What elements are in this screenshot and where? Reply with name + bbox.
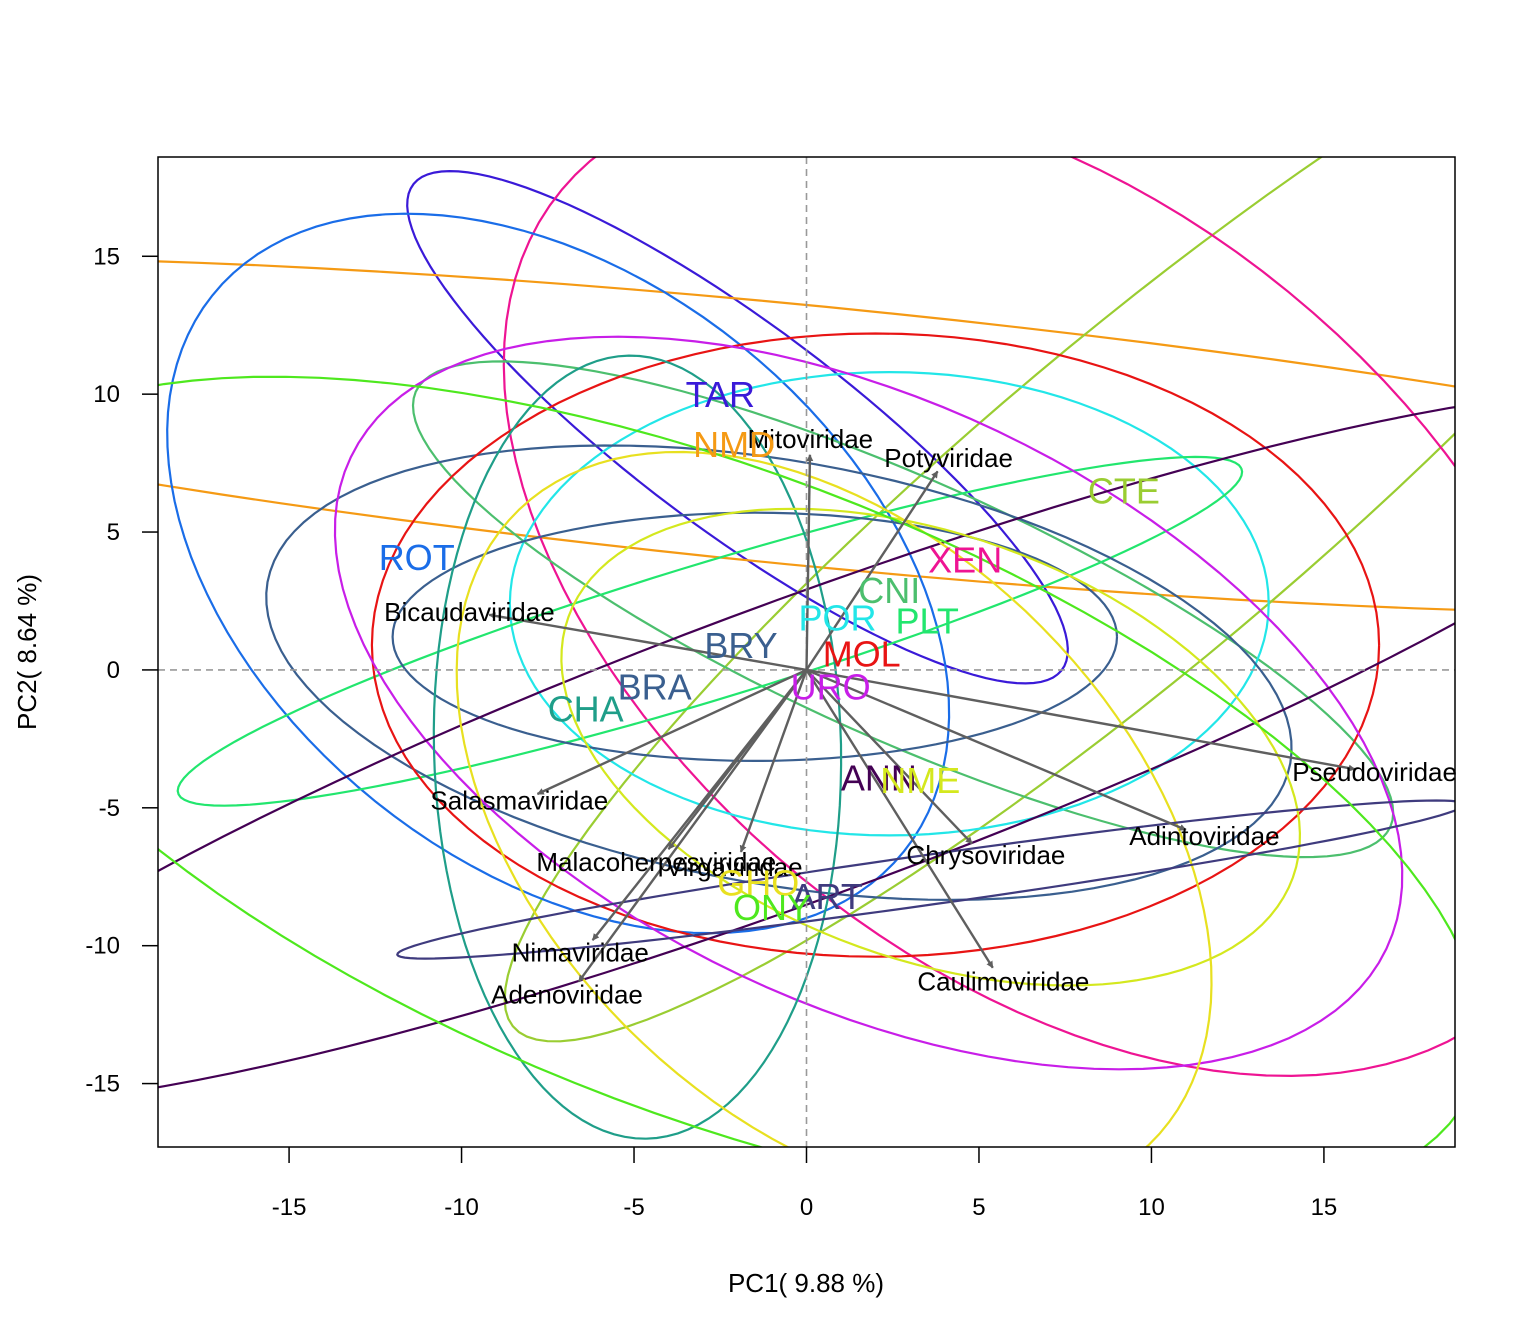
group-label-cni: CNI	[858, 570, 920, 611]
label-chrysoviridae: Chrysoviridae	[906, 840, 1065, 870]
ellipse-ony	[158, 375, 1455, 1147]
x-axis: -15 -10 -5 0 5 10 15	[272, 1147, 1338, 1221]
y-axis-label: PC2( 8.64 %)	[12, 574, 42, 730]
x-tick-label: -15	[272, 1194, 307, 1221]
label-adintoviridae: Adintoviridae	[1129, 821, 1279, 851]
ellipse-art	[396, 799, 1455, 960]
x-tick-label: 0	[800, 1194, 813, 1221]
arrow-adenoviridae	[577, 669, 808, 983]
loading-arrows	[488, 454, 1356, 983]
group-label-por: POR	[798, 598, 876, 639]
group-label-nme: NME	[880, 760, 960, 801]
group-label-rot: ROT	[379, 537, 455, 578]
label-malacoherpesviridae: Malacoherpesviridae	[536, 847, 776, 877]
loading-labels: Mitoviridae Potyviridae Bicaudaviridae Pseu…	[384, 424, 1457, 1010]
label-virgaviridae: Virgaviridae	[666, 852, 803, 882]
x-axis-label: PC1( 9.88 %)	[728, 1268, 884, 1298]
group-label-cte: CTE	[1088, 471, 1160, 512]
group-label-bra: BRA	[618, 667, 692, 708]
arrow-pseudoviridae	[806, 668, 1356, 772]
y-tick-label: -5	[99, 795, 120, 822]
arrow-bicaudaviridae	[488, 612, 807, 672]
group-label-tar: TAR	[686, 374, 755, 415]
ellipse-uro	[333, 335, 1404, 1071]
group-label-gho: GHO	[717, 862, 799, 903]
group-label-ann: ANN	[841, 758, 917, 799]
x-tick-label: -10	[444, 1194, 479, 1221]
y-tick-label: 0	[107, 657, 120, 684]
label-mitoviridae: Mitoviridae	[747, 424, 873, 454]
y-tick-label: -10	[85, 933, 120, 960]
arrow-potyviridae	[805, 470, 939, 671]
y-axis: -15 -10 -5 0 5 10 15	[85, 243, 158, 1098]
ellipse-bry	[265, 444, 1293, 902]
y-tick-label: 10	[93, 381, 120, 408]
label-pseudoviridae: Pseudoviridae	[1292, 757, 1457, 787]
y-tick-label: -15	[85, 1071, 120, 1098]
ellipse-nmd	[158, 260, 1455, 611]
label-potyviridae: Potyviridae	[884, 443, 1013, 473]
ellipse-cte	[503, 157, 1455, 1043]
arrow-nimaviridae	[591, 669, 808, 941]
ellipse-nme	[560, 507, 1302, 987]
label-nimaviridae: Nimaviridae	[512, 938, 649, 968]
arrow-chrysoviridae	[805, 669, 973, 845]
label-caulimoviridae: Caulimoviridae	[917, 966, 1089, 996]
label-salasmaviridae: Salasmaviridae	[430, 786, 608, 816]
arrow-salasmaviridae	[536, 668, 808, 796]
y-tick-label: 15	[93, 243, 120, 270]
x-tick-label: 15	[1311, 1194, 1338, 1221]
group-label-xen: XEN	[928, 540, 1002, 581]
group-label-uro: URO	[791, 667, 871, 708]
y-tick-label: 5	[107, 519, 120, 546]
group-label-plt: PLT	[896, 600, 959, 641]
ellipse-rot	[166, 212, 951, 935]
group-label-art: ART	[792, 876, 863, 917]
ellipse-ann	[158, 405, 1455, 1089]
ellipse-xen	[502, 157, 1455, 1078]
ellipse-bra	[391, 511, 1119, 763]
label-adenoviridae: Adenoviridae	[491, 980, 643, 1010]
group-label-nmd: NMD	[693, 424, 775, 465]
ellipse-por	[508, 370, 1270, 837]
x-tick-label: 5	[972, 1194, 985, 1221]
group-label-cha: CHA	[548, 689, 624, 730]
arrow-virgaviridae	[739, 669, 808, 853]
x-tick-label: -5	[623, 1194, 644, 1221]
ellipse-gho	[455, 450, 1213, 1147]
arrow-caulimoviridae	[805, 669, 994, 969]
group-label-bry: BRY	[704, 625, 777, 666]
ellipse-cha	[432, 354, 843, 1140]
x-tick-label: 10	[1138, 1194, 1165, 1221]
group-label-ony: ONY	[733, 887, 811, 928]
arrow-mitoviridae	[805, 454, 814, 670]
arrow-adintoviridae	[806, 668, 1187, 831]
group-ellipses	[158, 157, 1455, 1147]
label-bicaudaviridae: Bicaudaviridae	[384, 597, 555, 627]
group-label-mol: MOL	[823, 633, 901, 674]
ellipse-mol	[370, 332, 1381, 958]
